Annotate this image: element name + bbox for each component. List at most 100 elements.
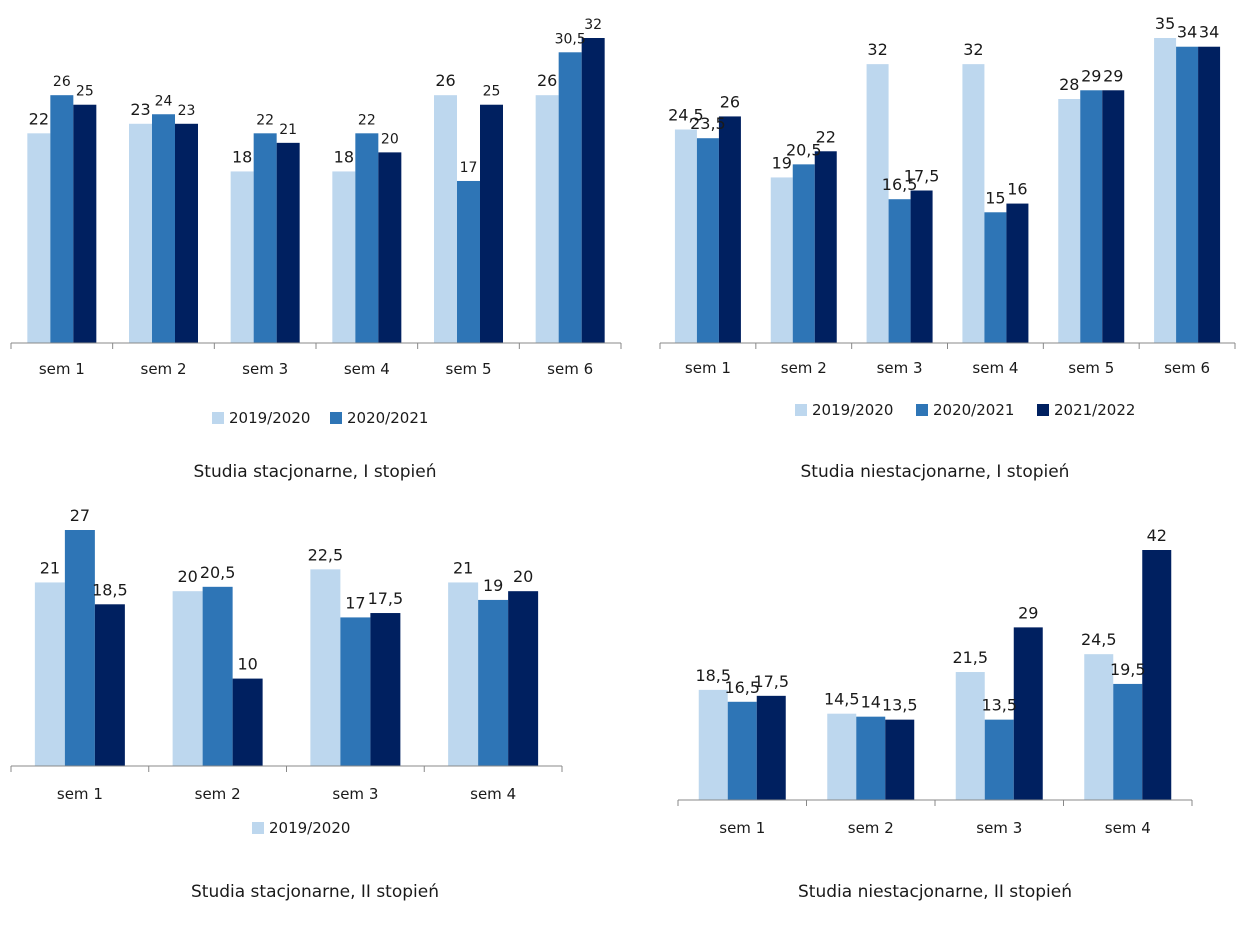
data-label: 26 xyxy=(53,74,71,90)
data-label: 18,5 xyxy=(695,666,731,685)
data-label: 19 xyxy=(483,576,503,595)
bar-sem3-series1 xyxy=(230,171,254,343)
x-tick-label: sem 3 xyxy=(976,819,1022,837)
bar-sem4-series1 xyxy=(1084,654,1114,800)
data-label: 17 xyxy=(345,593,365,612)
data-label: 16,5 xyxy=(882,175,918,194)
bar-sem3-series2 xyxy=(253,133,277,343)
bar-sem2-series3 xyxy=(814,151,837,343)
chart-caption-stacjonarne-i: Studia stacjonarne, I stopień xyxy=(193,462,437,482)
bar-sem3-series1 xyxy=(955,672,985,800)
data-label: 17,5 xyxy=(368,589,404,608)
data-label: 34 xyxy=(1177,23,1197,42)
bar-sem1-series1 xyxy=(674,129,697,343)
data-label: 24 xyxy=(155,93,173,109)
data-label: 26 xyxy=(435,71,455,90)
data-label: 16 xyxy=(1007,180,1027,199)
bar-sem2-series2 xyxy=(152,114,175,343)
x-tick-label: sem 1 xyxy=(719,819,765,837)
bar-sem5-series3 xyxy=(480,104,503,343)
x-tick-label: sem 6 xyxy=(1164,359,1210,377)
data-label: 21 xyxy=(40,558,60,577)
bar-sem1-series1 xyxy=(27,133,51,343)
data-label: 13,5 xyxy=(981,696,1017,715)
legend-label: 2019/2020 xyxy=(812,401,893,419)
data-label: 22 xyxy=(29,109,49,128)
data-label: 29 xyxy=(1081,66,1101,85)
bar-sem2-series1 xyxy=(827,713,857,800)
bar-sem4-series3 xyxy=(508,591,539,766)
legend-label: 2020/2021 xyxy=(933,858,1014,860)
x-tick-label: sem 2 xyxy=(848,819,894,837)
data-label: 32 xyxy=(867,40,887,59)
data-label: 25 xyxy=(76,84,94,100)
data-label: 22 xyxy=(256,112,274,128)
bar-sem3-series3 xyxy=(910,190,933,343)
data-label: 42 xyxy=(1147,526,1167,545)
bar-sem5-series2 xyxy=(457,180,480,343)
data-label: 32 xyxy=(963,40,983,59)
x-tick-label: sem 5 xyxy=(1068,359,1114,377)
bar-sem5-series3 xyxy=(1102,90,1125,344)
data-label: 26 xyxy=(720,92,740,111)
bar-sem2-series2 xyxy=(856,716,886,800)
data-label: 28 xyxy=(1059,75,1079,94)
x-tick-label: sem 5 xyxy=(446,360,492,378)
legend-label: 2019/2020 xyxy=(229,409,310,427)
bar-sem4-series1 xyxy=(962,64,985,344)
data-label: 20,5 xyxy=(200,563,236,582)
data-label: 24,5 xyxy=(668,106,704,125)
x-tick-label: sem 4 xyxy=(470,785,516,803)
x-tick-label: sem 2 xyxy=(781,359,827,377)
data-label: 21,5 xyxy=(952,648,988,667)
bar-sem3-series2 xyxy=(888,199,911,343)
bar-sem1-series2 xyxy=(50,95,74,343)
x-tick-label: sem 1 xyxy=(39,360,85,378)
data-label: 22 xyxy=(358,112,376,128)
data-label: 21 xyxy=(453,558,473,577)
bar-sem4-series2 xyxy=(478,599,509,766)
bar-sem6-series2 xyxy=(1176,46,1199,343)
bar-sem4-series3 xyxy=(378,152,402,343)
legend-swatch xyxy=(1037,404,1049,416)
bar-sem6-series1 xyxy=(1154,38,1177,343)
x-tick-label: sem 3 xyxy=(332,785,378,803)
bar-sem2-series3 xyxy=(885,719,915,800)
data-label: 17,5 xyxy=(753,672,789,691)
bar-sem5-series1 xyxy=(1058,99,1081,343)
bar-sem2-series1 xyxy=(129,123,152,343)
data-label: 20 xyxy=(513,567,533,586)
bar-sem6-series2 xyxy=(558,52,582,343)
bar-sem3-series1 xyxy=(310,569,341,766)
data-label: 23 xyxy=(178,103,196,119)
legend-swatch xyxy=(330,412,342,424)
bar-sem6-series3 xyxy=(581,38,605,343)
x-tick-label: sem 3 xyxy=(877,359,923,377)
data-label: 21 xyxy=(279,122,297,138)
chart-caption-niestacjonarne-i: Studia niestacjonarne, I stopień xyxy=(800,462,1070,482)
legend-swatch xyxy=(212,412,224,424)
bar-sem1-series3 xyxy=(756,695,786,800)
legend-label: 2019/2020 xyxy=(812,858,893,860)
data-label: 35 xyxy=(1155,14,1175,33)
chart-niestacjonarne-ii: 18,516,517,514,5 14 13,521,513,52924,519,5… xyxy=(677,526,1193,860)
legend-label: 2019/2020 xyxy=(269,819,350,837)
bar-sem3-series3 xyxy=(370,613,401,766)
x-tick-label: sem 4 xyxy=(972,359,1018,377)
data-label: 20,5 xyxy=(786,140,822,159)
bar-sem3-series3 xyxy=(276,142,300,343)
bar-sem4-series1 xyxy=(332,171,356,343)
bar-sem1-series1 xyxy=(34,582,65,766)
data-label: 30,5 xyxy=(555,31,586,47)
legend-label: 2021/2022 xyxy=(1054,401,1135,419)
data-label: 16,5 xyxy=(724,678,760,697)
bar-sem1-series1 xyxy=(698,689,728,800)
data-label: 18 xyxy=(232,147,252,166)
data-label: 23 xyxy=(130,100,150,119)
data-label: 14 xyxy=(861,693,881,712)
bar-sem3-series3 xyxy=(1013,627,1043,800)
bar-sem3-series2 xyxy=(340,617,371,766)
bar-sem2-series2 xyxy=(202,586,233,766)
